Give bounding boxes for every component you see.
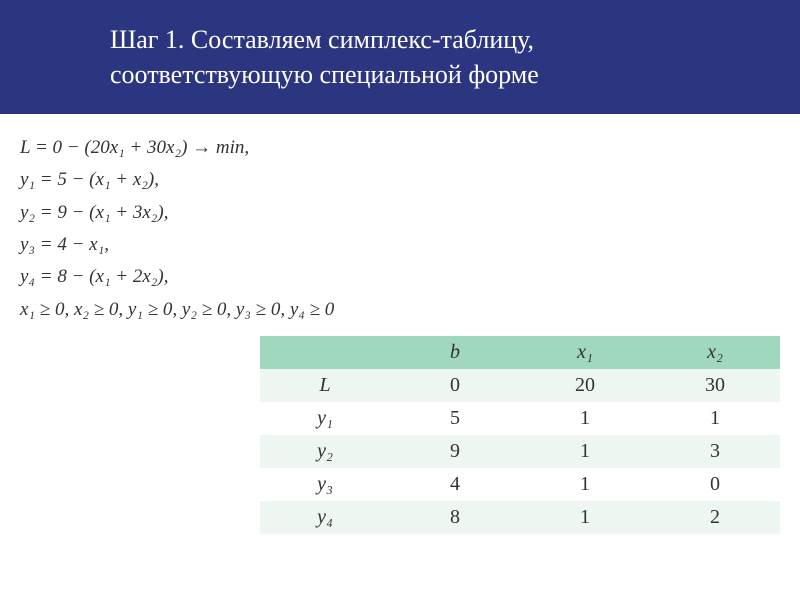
- table-row: L 0 20 30: [260, 369, 780, 402]
- simplex-table: b x₁ x₂ L 0 20 30 y₁ 5 1 1 y₂ 9 1 3: [260, 336, 780, 534]
- table-header-cell: x₁: [520, 336, 650, 369]
- table-row-label: y₂: [260, 435, 390, 468]
- equation-line: y₁ = 5 − (x₁ + x₂),: [20, 164, 800, 196]
- slide-title-band: Шаг 1. Составляем симплекс-таблицу, соот…: [0, 0, 800, 114]
- table-cell: 8: [390, 501, 520, 534]
- table-cell: 1: [520, 402, 650, 435]
- simplex-table-wrap: b x₁ x₂ L 0 20 30 y₁ 5 1 1 y₂ 9 1 3: [0, 326, 800, 534]
- table-cell: 2: [650, 501, 780, 534]
- table-cell: 1: [650, 402, 780, 435]
- table-header-cell: [260, 336, 390, 369]
- table-header-cell: b: [390, 336, 520, 369]
- table-cell: 3: [650, 435, 780, 468]
- equation-line: L = 0 − (20x₁ + 30x₂) → min,: [20, 132, 800, 164]
- table-cell: 1: [520, 468, 650, 501]
- table-row-label: y₄: [260, 501, 390, 534]
- table-cell: 0: [390, 369, 520, 402]
- table-cell: 5: [390, 402, 520, 435]
- equation-line: y₄ = 8 − (x₁ + 2x₂),: [20, 261, 800, 293]
- table-cell: 1: [520, 435, 650, 468]
- table-cell: 1: [520, 501, 650, 534]
- table-cell: 30: [650, 369, 780, 402]
- table-row: y₃ 4 1 0: [260, 468, 780, 501]
- table-cell: 20: [520, 369, 650, 402]
- equations-block: L = 0 − (20x₁ + 30x₂) → min, y₁ = 5 − (x…: [0, 114, 800, 326]
- table-row-label: y₁: [260, 402, 390, 435]
- table-cell: 0: [650, 468, 780, 501]
- table-header-row: b x₁ x₂: [260, 336, 780, 369]
- table-row: y₂ 9 1 3: [260, 435, 780, 468]
- slide-title-line1: Шаг 1. Составляем симплекс-таблицу,: [110, 22, 800, 57]
- equation-line: y₃ = 4 − x₁,: [20, 229, 800, 261]
- table-header-cell: x₂: [650, 336, 780, 369]
- table-cell: 4: [390, 468, 520, 501]
- table-cell: 9: [390, 435, 520, 468]
- table-row: y₁ 5 1 1: [260, 402, 780, 435]
- table-row-label: y₃: [260, 468, 390, 501]
- slide-title-line2: соответствующую специальной форме: [110, 57, 800, 92]
- table-row: y₄ 8 1 2: [260, 501, 780, 534]
- table-row-label: L: [260, 369, 390, 402]
- equation-line: y₂ = 9 − (x₁ + 3x₂),: [20, 197, 800, 229]
- equation-line: x₁ ≥ 0, x₂ ≥ 0, y₁ ≥ 0, y₂ ≥ 0, y₃ ≥ 0, …: [20, 294, 800, 326]
